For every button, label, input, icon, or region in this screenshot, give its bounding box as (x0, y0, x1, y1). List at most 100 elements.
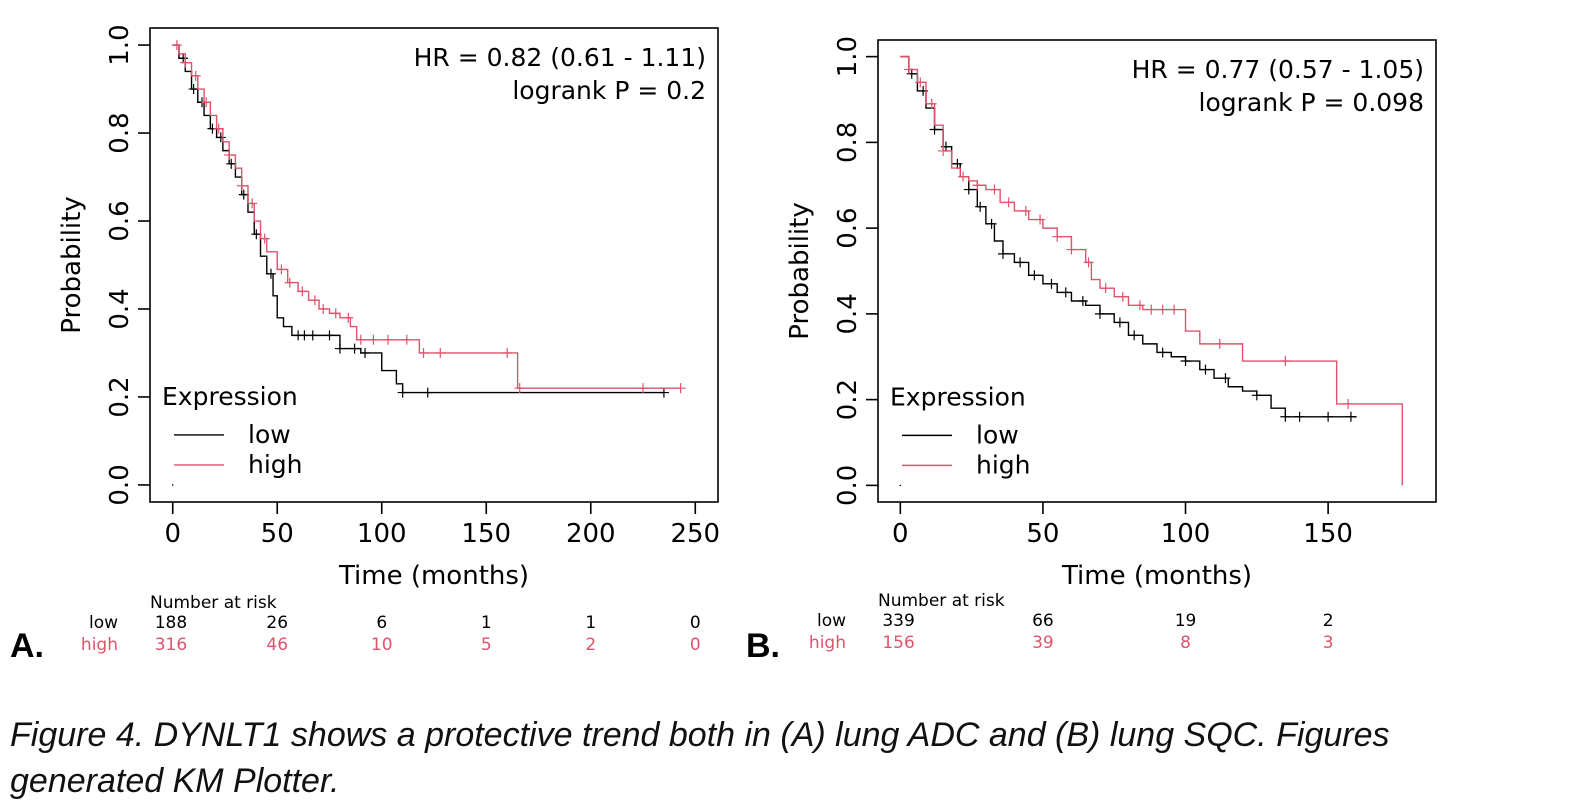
censor-mark-high (958, 171, 969, 182)
censor-mark-low (334, 343, 345, 354)
censor-mark-low (226, 158, 237, 169)
censor-mark-high (355, 334, 366, 345)
risk-row-label-high: high (81, 635, 118, 655)
x-tick-label: 100 (357, 519, 407, 549)
censor-mark-low (986, 218, 997, 229)
risk-count-low: 0 (690, 613, 701, 633)
censor-mark-low (1280, 411, 1291, 422)
plot-frame (149, 27, 719, 503)
censor-mark-high (171, 40, 182, 51)
censor-mark-high (1169, 304, 1180, 315)
censor-mark-high (1214, 338, 1225, 349)
censor-mark-high (1100, 283, 1111, 294)
censor-mark-high (190, 70, 201, 81)
censor-mark-high (368, 334, 379, 345)
censor-mark-high (401, 334, 412, 345)
x-tick-label: 100 (1161, 519, 1211, 549)
x-tick-label: 50 (261, 519, 294, 549)
censor-mark-low (1180, 356, 1191, 367)
hazard-ratio-label: HR = 0.77 (0.57 - 1.05) (1132, 55, 1424, 84)
censor-mark-high (1157, 304, 1168, 315)
censor-mark-high (1146, 304, 1157, 315)
censor-mark-low (1345, 411, 1356, 422)
censor-mark-high (903, 64, 914, 75)
censor-mark-low (1015, 257, 1026, 268)
censor-mark-high (1083, 257, 1094, 268)
censor-mark-low (1077, 296, 1088, 307)
censor-mark-high (1343, 398, 1354, 409)
censor-mark-high (224, 150, 235, 161)
censor-mark-high (247, 198, 258, 209)
risk-count-high: 156 (882, 633, 914, 653)
legend-label-high: high (976, 450, 1031, 479)
risk-count-low: 26 (266, 613, 288, 633)
risk-count-high: 39 (1032, 633, 1054, 653)
censor-mark-high (330, 308, 341, 319)
censor-mark-high (502, 347, 513, 358)
km-panel-b: 0 50 100 150 0.0 0.2 0.4 0.6 0.8 1.0 Time (months)… (746, 36, 1437, 665)
censor-mark-low (1094, 308, 1105, 319)
censor-mark-high (1134, 300, 1145, 311)
censor-mark-low (929, 124, 940, 135)
legend-label-low: low (248, 420, 291, 449)
censor-mark-low (1046, 278, 1057, 289)
censor-mark-low (238, 189, 249, 200)
figure-caption: Figure 4. DYNLT1 shows a protective tren… (10, 716, 1390, 800)
censor-mark-low (1157, 347, 1168, 358)
y-tick-label: 0.4 (105, 288, 135, 329)
y-tick-label: 0.8 (105, 112, 135, 153)
censor-mark-high (276, 264, 287, 275)
risk-count-low: 1 (585, 613, 596, 633)
legend-label-high: high (248, 450, 303, 479)
risk-count-low: 19 (1175, 611, 1197, 631)
censor-mark-low (1060, 287, 1071, 298)
legend-title: Expression (162, 382, 298, 411)
censor-mark-high (1280, 356, 1291, 367)
legend-title: Expression (890, 382, 1026, 411)
y-axis-title: Probability (57, 196, 87, 333)
censor-mark-high (213, 123, 224, 134)
x-tick-label: 250 (670, 519, 720, 549)
censor-mark-high (938, 145, 949, 156)
censor-mark-low (1114, 317, 1125, 328)
hazard-ratio-label: HR = 0.82 (0.61 - 1.11) (414, 43, 706, 72)
risk-row-label-low: low (817, 611, 846, 631)
censor-mark-high (989, 184, 1000, 195)
censor-mark-high (514, 383, 525, 394)
censor-mark-low (1251, 390, 1262, 401)
censor-mark-low (178, 53, 189, 64)
censor-mark-low (299, 330, 310, 341)
censor-mark-high (926, 98, 937, 109)
censor-mark-high (383, 334, 394, 345)
censor-mark-high (284, 277, 295, 288)
y-axis-title: Probability (785, 202, 815, 339)
legend-label-low: low (976, 420, 1019, 449)
risk-count-high: 0 (690, 635, 701, 655)
y-tick-label: 0.0 (833, 465, 863, 506)
logrank-p-label: logrank P = 0.098 (1199, 88, 1424, 117)
risk-count-low: 66 (1032, 611, 1054, 631)
x-tick-label: 200 (566, 519, 616, 549)
y-tick-label: 0.0 (105, 464, 135, 505)
censor-mark-low (997, 248, 1008, 259)
risk-count-low: 1 (481, 613, 492, 633)
censor-mark-high (297, 286, 308, 297)
censor-mark-low (658, 387, 669, 398)
censor-mark-high (675, 383, 686, 394)
risk-count-high: 2 (585, 635, 596, 655)
censor-mark-high (201, 97, 212, 108)
origin-dot (171, 484, 174, 486)
plot-frame (877, 39, 1437, 503)
y-tick-label: 0.2 (833, 379, 863, 420)
censor-mark-high (318, 303, 329, 314)
censor-mark-high (915, 77, 926, 88)
risk-count-high: 3 (1323, 633, 1334, 653)
censor-mark-low (349, 343, 360, 354)
y-tick-label: 0.6 (105, 200, 135, 241)
risk-count-high: 316 (155, 635, 187, 655)
risk-count-low: 339 (882, 611, 914, 631)
censor-mark-low (1294, 411, 1305, 422)
y-tick-label: 1.0 (105, 24, 135, 65)
y-tick-label: 0.6 (833, 207, 863, 248)
